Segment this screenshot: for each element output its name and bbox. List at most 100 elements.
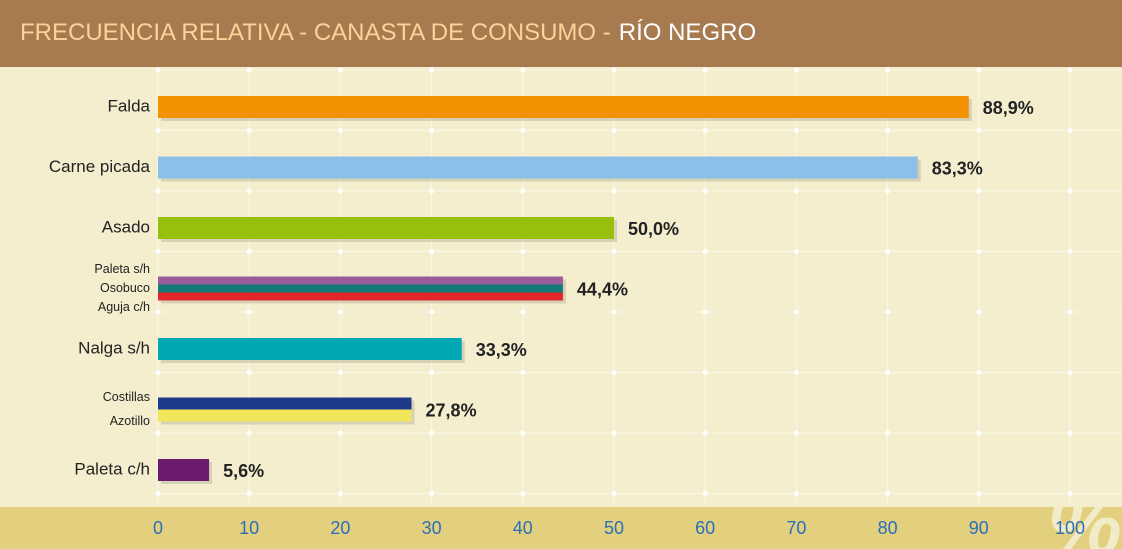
grid-dot xyxy=(337,491,343,496)
grid-dot xyxy=(337,309,343,315)
grid-dot xyxy=(793,370,799,375)
grid-dot xyxy=(611,188,617,194)
grid-dot xyxy=(885,128,891,133)
grid-dot xyxy=(702,430,708,436)
value-label: 50,0% xyxy=(628,219,679,239)
grid-dot xyxy=(885,249,891,254)
grid-dot xyxy=(793,309,799,315)
bar xyxy=(158,96,969,118)
grid-dot xyxy=(1067,67,1073,73)
category-label: Asado xyxy=(102,217,150,236)
grid-dot xyxy=(429,128,435,133)
value-label: 27,8% xyxy=(426,400,477,420)
grid-dot xyxy=(793,491,799,496)
grid-dot xyxy=(520,309,526,315)
x-tick-label: 30 xyxy=(422,518,442,538)
grid-dot xyxy=(885,370,891,375)
grid-dot xyxy=(885,430,891,436)
grid-dot xyxy=(337,249,343,254)
grid-dot xyxy=(429,430,435,436)
category-label: Paleta c/h xyxy=(74,459,150,478)
grid-dot xyxy=(885,491,891,496)
grid-dot xyxy=(1067,188,1073,194)
x-tick-label: 100 xyxy=(1055,518,1085,538)
grid-dot xyxy=(702,370,708,375)
x-tick-label: 70 xyxy=(786,518,806,538)
bar xyxy=(158,276,563,285)
grid-dot xyxy=(976,491,982,496)
bar xyxy=(158,397,412,410)
grid-dot xyxy=(702,249,708,254)
x-tick-label: 20 xyxy=(330,518,350,538)
grid-dot xyxy=(246,430,252,436)
bar xyxy=(158,284,563,293)
grid-dot xyxy=(246,491,252,496)
x-tick-label: 50 xyxy=(604,518,624,538)
grid-dot xyxy=(611,491,617,496)
category-label: Azotillo xyxy=(110,414,150,428)
grid-dot xyxy=(1067,128,1073,133)
grid-dot xyxy=(155,128,161,133)
grid-dot xyxy=(429,67,435,73)
grid-dot xyxy=(702,188,708,194)
value-label: 44,4% xyxy=(577,279,628,299)
grid-dot xyxy=(155,188,161,194)
grid-dot xyxy=(520,430,526,436)
grid-dot xyxy=(337,370,343,375)
grid-dot xyxy=(1067,249,1073,254)
unit-watermark: % xyxy=(1047,478,1122,549)
title-band xyxy=(0,0,1122,67)
bar xyxy=(158,459,210,481)
grid-dot xyxy=(976,128,982,133)
grid-dot xyxy=(337,128,343,133)
value-label: 83,3% xyxy=(932,158,983,178)
category-label: Carne picada xyxy=(49,157,151,176)
grid-dot xyxy=(793,430,799,436)
grid-dot xyxy=(611,309,617,315)
grid-dot xyxy=(246,309,252,315)
grid-dot xyxy=(246,128,252,133)
category-label: Costillas xyxy=(103,390,150,404)
grid-dot xyxy=(337,67,343,73)
title-main: FRECUENCIA RELATIVA - CANASTA DE CONSUMO… xyxy=(20,19,611,46)
x-tick-label: 0 xyxy=(153,518,163,538)
grid-dot xyxy=(520,491,526,496)
grid-dot xyxy=(429,188,435,194)
grid-dot xyxy=(976,188,982,194)
bar xyxy=(158,338,462,360)
grid-dot xyxy=(702,309,708,315)
category-label: Nalga s/h xyxy=(78,338,150,357)
grid-dot xyxy=(793,188,799,194)
grid-dot xyxy=(976,249,982,254)
grid-dot xyxy=(155,249,161,254)
grid-dot xyxy=(520,67,526,73)
grid-dot xyxy=(246,188,252,194)
grid-dot xyxy=(976,430,982,436)
category-label: Osobuco xyxy=(100,281,150,295)
bar xyxy=(158,217,614,239)
grid-dot xyxy=(337,430,343,436)
axis-band xyxy=(0,507,1122,549)
grid-dot xyxy=(702,67,708,73)
grid-dot xyxy=(976,309,982,315)
grid-dot xyxy=(611,249,617,254)
grid-dot xyxy=(429,249,435,254)
grid-dot xyxy=(793,67,799,73)
grid-dot xyxy=(520,249,526,254)
grid-dot xyxy=(793,128,799,133)
grid-dot xyxy=(611,430,617,436)
category-label: Paleta s/h xyxy=(94,262,150,276)
grid-dot xyxy=(793,249,799,254)
grid-dot xyxy=(611,128,617,133)
grid-dot xyxy=(429,309,435,315)
category-label: Aguja c/h xyxy=(98,300,150,314)
x-tick-label: 10 xyxy=(239,518,259,538)
x-tick-label: 90 xyxy=(969,518,989,538)
value-label: 33,3% xyxy=(476,340,527,360)
bar xyxy=(158,292,563,301)
grid-dot xyxy=(976,370,982,375)
grid-dot xyxy=(885,309,891,315)
grid-dot xyxy=(1067,309,1073,315)
